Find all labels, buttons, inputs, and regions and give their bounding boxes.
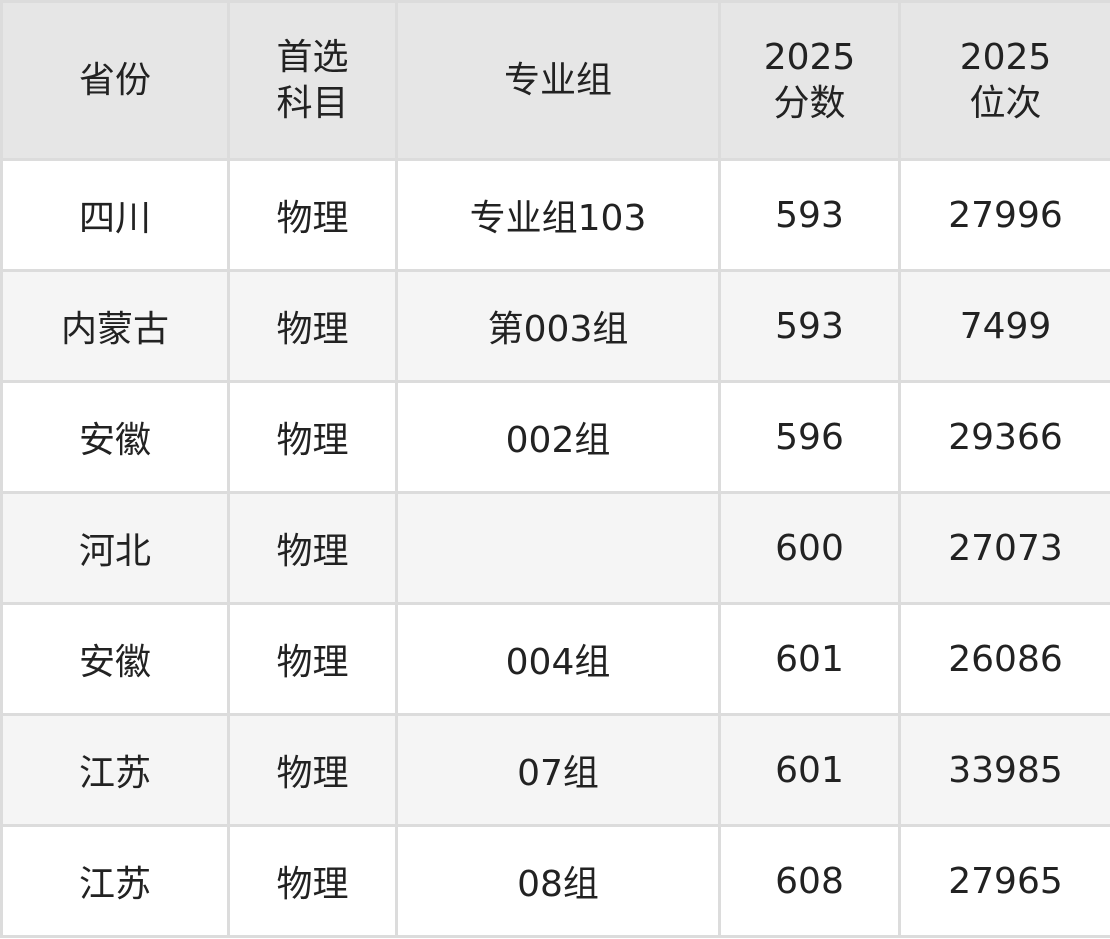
cell-major-group: 专业组103 [395, 158, 721, 272]
header-row: 省份 首选 科目 专业组 2025 分数 2025 位次 [0, 0, 1110, 161]
cell-major-group: 004组 [395, 602, 721, 716]
header-text: 首选 [276, 36, 349, 78]
cell-province: 安徽 [0, 380, 230, 494]
cell-major-group: 第003组 [395, 269, 721, 383]
cell-province: 安徽 [0, 602, 230, 716]
cell-province: 四川 [0, 158, 230, 272]
header-rank: 2025 位次 [898, 0, 1110, 161]
cell-rank: 26086 [898, 602, 1110, 716]
header-text: 位次 [969, 82, 1042, 124]
header-text: 专业组 [503, 59, 612, 101]
table-row: 江苏 物理 08组 608 27965 [0, 824, 1110, 938]
cell-score: 593 [718, 269, 901, 383]
cell-major-group: 07组 [395, 713, 721, 827]
table-row: 安徽 物理 004组 601 26086 [0, 602, 1110, 716]
table-row: 河北 物理 600 27073 [0, 491, 1110, 605]
cell-rank: 27996 [898, 158, 1110, 272]
cell-province: 江苏 [0, 824, 230, 938]
cell-score: 593 [718, 158, 901, 272]
cell-score: 596 [718, 380, 901, 494]
cell-rank: 27965 [898, 824, 1110, 938]
cell-major-group: 002组 [395, 380, 721, 494]
cell-subject: 物理 [227, 824, 398, 938]
table-row: 江苏 物理 07组 601 33985 [0, 713, 1110, 827]
cell-rank: 27073 [898, 491, 1110, 605]
cell-subject: 物理 [227, 158, 398, 272]
cell-rank: 29366 [898, 380, 1110, 494]
cell-subject: 物理 [227, 380, 398, 494]
header-text: 分数 [773, 82, 846, 124]
header-province: 省份 [0, 0, 230, 161]
cell-rank: 33985 [898, 713, 1110, 827]
cell-subject: 物理 [227, 269, 398, 383]
cell-rank: 7499 [898, 269, 1110, 383]
header-text: 2025 [959, 36, 1052, 78]
cell-subject: 物理 [227, 602, 398, 716]
cell-province: 内蒙古 [0, 269, 230, 383]
cell-major-group: 08组 [395, 824, 721, 938]
cell-subject: 物理 [227, 713, 398, 827]
cell-score: 601 [718, 713, 901, 827]
table-row: 四川 物理 专业组103 593 27996 [0, 158, 1110, 272]
header-subject: 首选 科目 [227, 0, 398, 161]
table-row: 安徽 物理 002组 596 29366 [0, 380, 1110, 494]
header-major-group: 专业组 [395, 0, 721, 161]
header-score: 2025 分数 [718, 0, 901, 161]
header-text: 科目 [276, 82, 349, 124]
cell-major-group [395, 491, 721, 605]
table-row: 内蒙古 物理 第003组 593 7499 [0, 269, 1110, 383]
cell-subject: 物理 [227, 491, 398, 605]
header-text: 省份 [78, 59, 151, 101]
cell-score: 601 [718, 602, 901, 716]
header-text: 2025 [763, 36, 856, 78]
cell-province: 江苏 [0, 713, 230, 827]
cell-score: 600 [718, 491, 901, 605]
cell-score: 608 [718, 824, 901, 938]
cell-province: 河北 [0, 491, 230, 605]
